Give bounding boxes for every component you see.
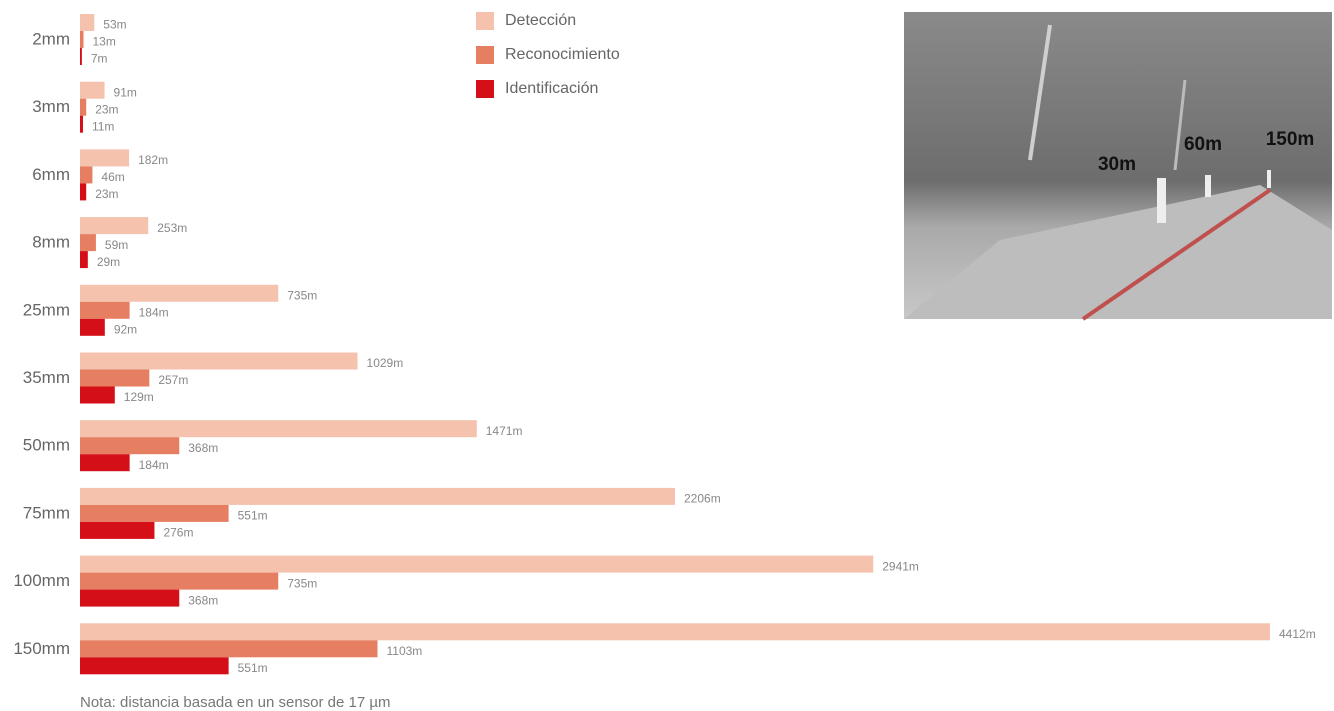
- bar: [80, 115, 83, 133]
- bar: [80, 487, 675, 505]
- legend-label: Detección: [505, 12, 576, 29]
- bar: [80, 234, 96, 252]
- bar: [80, 369, 150, 387]
- photo-label: 150m: [1266, 129, 1315, 150]
- bar: [80, 31, 84, 48]
- value-label: 29m: [97, 255, 120, 269]
- bar: [80, 98, 87, 116]
- legend-swatch: [476, 46, 494, 64]
- value-label: 11m: [92, 119, 114, 133]
- value-label: 53m: [103, 18, 126, 32]
- value-label: 184m: [139, 305, 169, 319]
- value-label: 253m: [157, 221, 187, 235]
- bar: [80, 318, 105, 336]
- value-label: 1471m: [486, 424, 523, 438]
- value-label: 4412m: [1279, 627, 1316, 641]
- category-label: 75mm: [23, 503, 70, 522]
- value-label: 129m: [124, 390, 154, 404]
- bar: [80, 454, 130, 472]
- bar: [80, 81, 105, 99]
- value-label: 368m: [188, 441, 218, 455]
- value-label: 91m: [114, 85, 137, 99]
- bar: [80, 521, 155, 539]
- legend-swatch: [476, 12, 494, 30]
- bar: [80, 301, 130, 319]
- category-label: 35mm: [23, 368, 70, 387]
- bar: [80, 657, 229, 675]
- value-label: 735m: [287, 576, 317, 590]
- legend-label: Identificación: [505, 80, 598, 97]
- bar: [80, 623, 1270, 641]
- value-label: 551m: [238, 509, 268, 523]
- value-label: 92m: [114, 322, 137, 336]
- bar: [80, 284, 279, 302]
- bar: [80, 386, 115, 404]
- value-label: 2206m: [684, 492, 721, 506]
- note: Nota: distancia basada en un sensor de 1…: [80, 694, 391, 711]
- category-label: 8mm: [32, 233, 70, 252]
- category-label: 100mm: [13, 571, 70, 590]
- bar: [80, 251, 88, 269]
- value-label: 276m: [163, 526, 193, 540]
- value-label: 46m: [101, 170, 124, 184]
- bar: [80, 149, 130, 167]
- bar: [80, 14, 95, 31]
- photo-label: 30m: [1098, 154, 1136, 175]
- bar: [80, 166, 93, 184]
- value-label: 59m: [105, 238, 128, 252]
- value-label: 23m: [95, 187, 118, 201]
- category-label: 150mm: [13, 639, 70, 658]
- bar: [80, 183, 87, 201]
- legend-label: Reconocimiento: [505, 46, 620, 63]
- value-label: 184m: [139, 458, 169, 472]
- value-label: 1103m: [387, 644, 423, 658]
- value-label: 2941m: [882, 559, 919, 573]
- bar: [80, 572, 279, 590]
- bar: [80, 640, 378, 658]
- bar: [80, 217, 149, 235]
- bar: [80, 48, 82, 65]
- value-label: 7m: [91, 52, 108, 66]
- value-label: 23m: [95, 102, 118, 116]
- category-label: 3mm: [32, 97, 70, 116]
- value-label: 551m: [238, 661, 268, 675]
- bar: [80, 504, 229, 522]
- bar: [80, 420, 477, 438]
- value-label: 368m: [188, 593, 218, 607]
- value-label: 182m: [138, 153, 168, 167]
- bar: [80, 352, 358, 370]
- value-label: 13m: [93, 35, 116, 49]
- bar: [80, 589, 180, 607]
- bar: [80, 437, 180, 455]
- category-label: 50mm: [23, 436, 70, 455]
- value-label: 735m: [287, 288, 317, 302]
- thermal-photo: 30m 60m 150m: [904, 12, 1332, 321]
- bar: [80, 555, 874, 573]
- value-label: 1029m: [367, 356, 404, 370]
- category-label: 6mm: [32, 165, 70, 184]
- legend-swatch: [476, 80, 494, 98]
- category-label: 2mm: [32, 29, 70, 48]
- category-label: 25mm: [23, 300, 70, 319]
- value-label: 257m: [158, 373, 188, 387]
- photo-label: 60m: [1184, 134, 1222, 155]
